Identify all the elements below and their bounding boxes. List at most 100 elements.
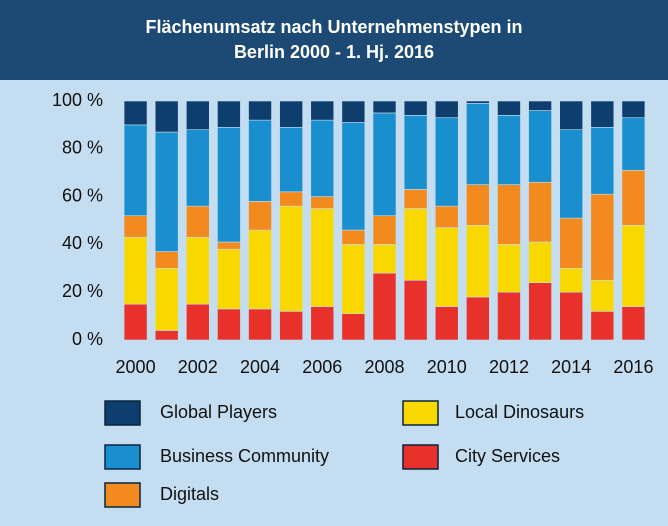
legend-label: Business Community: [160, 446, 329, 466]
bar-segment: [310, 306, 335, 341]
bar-segment: [279, 191, 303, 207]
legend-swatch: [104, 482, 141, 508]
bar-segment: [466, 100, 490, 104]
bar-segment: [590, 279, 615, 312]
bar-segment: [310, 119, 335, 197]
bar-segment: [123, 236, 148, 305]
bar-segment: [185, 205, 210, 238]
bar-segment: [590, 193, 615, 281]
bar-segment: [341, 313, 366, 341]
x-tick-label: 2008: [364, 357, 404, 377]
x-tick-label: 2006: [302, 357, 342, 377]
bar-segment: [466, 184, 490, 226]
bar-segment: [466, 296, 490, 341]
bar-segment: [123, 215, 148, 238]
legend-label: Global Players: [160, 402, 277, 422]
bar-segment: [279, 100, 303, 128]
bar-segment: [497, 115, 521, 185]
bar-segment: [154, 251, 179, 269]
bar-segment: [497, 291, 521, 341]
bar-segment: [559, 267, 584, 293]
bar-segment: [590, 126, 615, 195]
bar-segment: [341, 244, 366, 315]
bar-segment: [372, 272, 397, 341]
bar-segment: [185, 100, 210, 130]
bar-segment: [154, 267, 179, 331]
bar-segment: [248, 308, 272, 341]
bar-segment: [123, 124, 148, 217]
x-tick-label: 2000: [116, 357, 156, 377]
legend-label: Digitals: [160, 484, 219, 504]
legend-label: Local Dinosaurs: [455, 402, 584, 422]
bar-segment: [403, 100, 428, 116]
x-tick-label: 2010: [427, 357, 467, 377]
bar-segment: [248, 229, 272, 310]
bar-segment: [154, 100, 179, 133]
bar-segment: [621, 306, 646, 341]
bar-segment: [185, 236, 210, 305]
bar-segment: [434, 117, 459, 207]
bar-segment: [248, 201, 272, 231]
bar-segment: [217, 241, 241, 250]
bar-segment: [217, 248, 241, 310]
bar-segment: [621, 224, 646, 307]
bar-segment: [217, 308, 241, 341]
bar-segment: [497, 100, 521, 116]
legend-swatch: [104, 444, 141, 470]
y-tick-label: 100 %: [52, 90, 103, 110]
x-tick-label: 2004: [240, 357, 280, 377]
bar-segment: [528, 110, 552, 183]
bar-segment: [372, 215, 397, 245]
legend-swatch: [402, 400, 439, 426]
bar-segment: [403, 279, 428, 341]
x-tick-label: 2014: [551, 357, 591, 377]
bar-segment: [372, 100, 397, 114]
bar-segment: [528, 100, 552, 111]
bar-segment: [403, 208, 428, 281]
bar-segment: [123, 100, 148, 126]
bar-segment: [590, 100, 615, 128]
header: Flächenumsatz nach Unternehmenstypen in …: [0, 0, 668, 80]
bar-segment: [403, 189, 428, 209]
bar-segment: [217, 100, 241, 128]
bar-segment: [279, 126, 303, 193]
bar-segment: [154, 131, 179, 252]
bar-segment: [466, 224, 490, 298]
bar-segment: [185, 129, 210, 207]
bar-segment: [559, 217, 584, 269]
bar-segment: [528, 241, 552, 283]
bar-segment: [217, 126, 241, 243]
bar-segment: [310, 100, 335, 121]
y-tick-label: 0 %: [72, 329, 103, 349]
legend-label: City Services: [455, 446, 560, 466]
bar-segment: [466, 103, 490, 185]
bar-segment: [403, 115, 428, 190]
bar-segment: [123, 303, 148, 341]
bar-segment: [372, 244, 397, 274]
bar-segment: [341, 122, 366, 231]
x-tick-label: 2012: [489, 357, 529, 377]
bar-segment: [621, 117, 646, 171]
bar-segment: [559, 129, 584, 219]
y-tick-label: 60 %: [62, 185, 103, 205]
bar-segment: [310, 196, 335, 209]
x-tick-label: 2002: [178, 357, 218, 377]
bar-segment: [248, 119, 272, 202]
bar-segment: [279, 205, 303, 312]
bar-segment: [341, 229, 366, 245]
bar-segment: [310, 208, 335, 307]
x-tick-label: 2016: [613, 357, 653, 377]
bar-segment: [154, 330, 179, 341]
bar-segment: [559, 291, 584, 341]
bar-segment: [185, 303, 210, 341]
y-tick-label: 80 %: [62, 138, 103, 158]
bar-segment: [621, 100, 646, 119]
legend-swatch: [402, 444, 439, 470]
bar-segment: [434, 306, 459, 341]
bar-segment: [372, 112, 397, 217]
bar-segment: [341, 100, 366, 123]
bar-segment: [279, 311, 303, 341]
bar-segment: [528, 181, 552, 243]
